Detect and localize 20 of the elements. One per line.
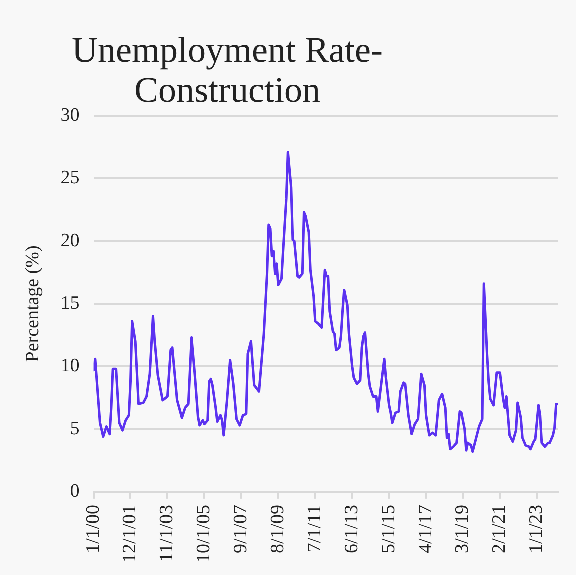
x-tick-label: 11/1/03 <box>156 504 178 562</box>
x-tick-label: 9/1/07 <box>230 504 252 554</box>
x-tick-label: 1/1/23 <box>526 504 548 554</box>
y-axis-title: Percentage (%) <box>22 246 44 362</box>
x-tick-label: 12/1/01 <box>120 504 141 564</box>
y-tick-label: 5 <box>70 418 80 440</box>
x-tick-label: 2/1/21 <box>489 504 510 554</box>
y-tick-label: 0 <box>70 480 80 502</box>
x-tick-label: 10/1/05 <box>194 504 215 564</box>
x-tick-label: 6/1/13 <box>341 504 362 554</box>
x-tick-label: 5/1/15 <box>378 504 400 554</box>
x-tick-label: 3/1/19 <box>452 504 474 554</box>
y-tick-label: 25 <box>60 168 80 189</box>
x-tick-label: 8/1/09 <box>268 504 288 554</box>
y-tick-label: 20 <box>60 230 80 252</box>
y-tick-label: 15 <box>60 292 80 314</box>
x-tick-label: 7/1/11 <box>304 504 326 553</box>
x-tick-label: 4/1/17 <box>415 504 436 554</box>
y-tick-label: 10 <box>60 356 80 377</box>
x-tick-label: 1/1/00 <box>82 504 104 554</box>
